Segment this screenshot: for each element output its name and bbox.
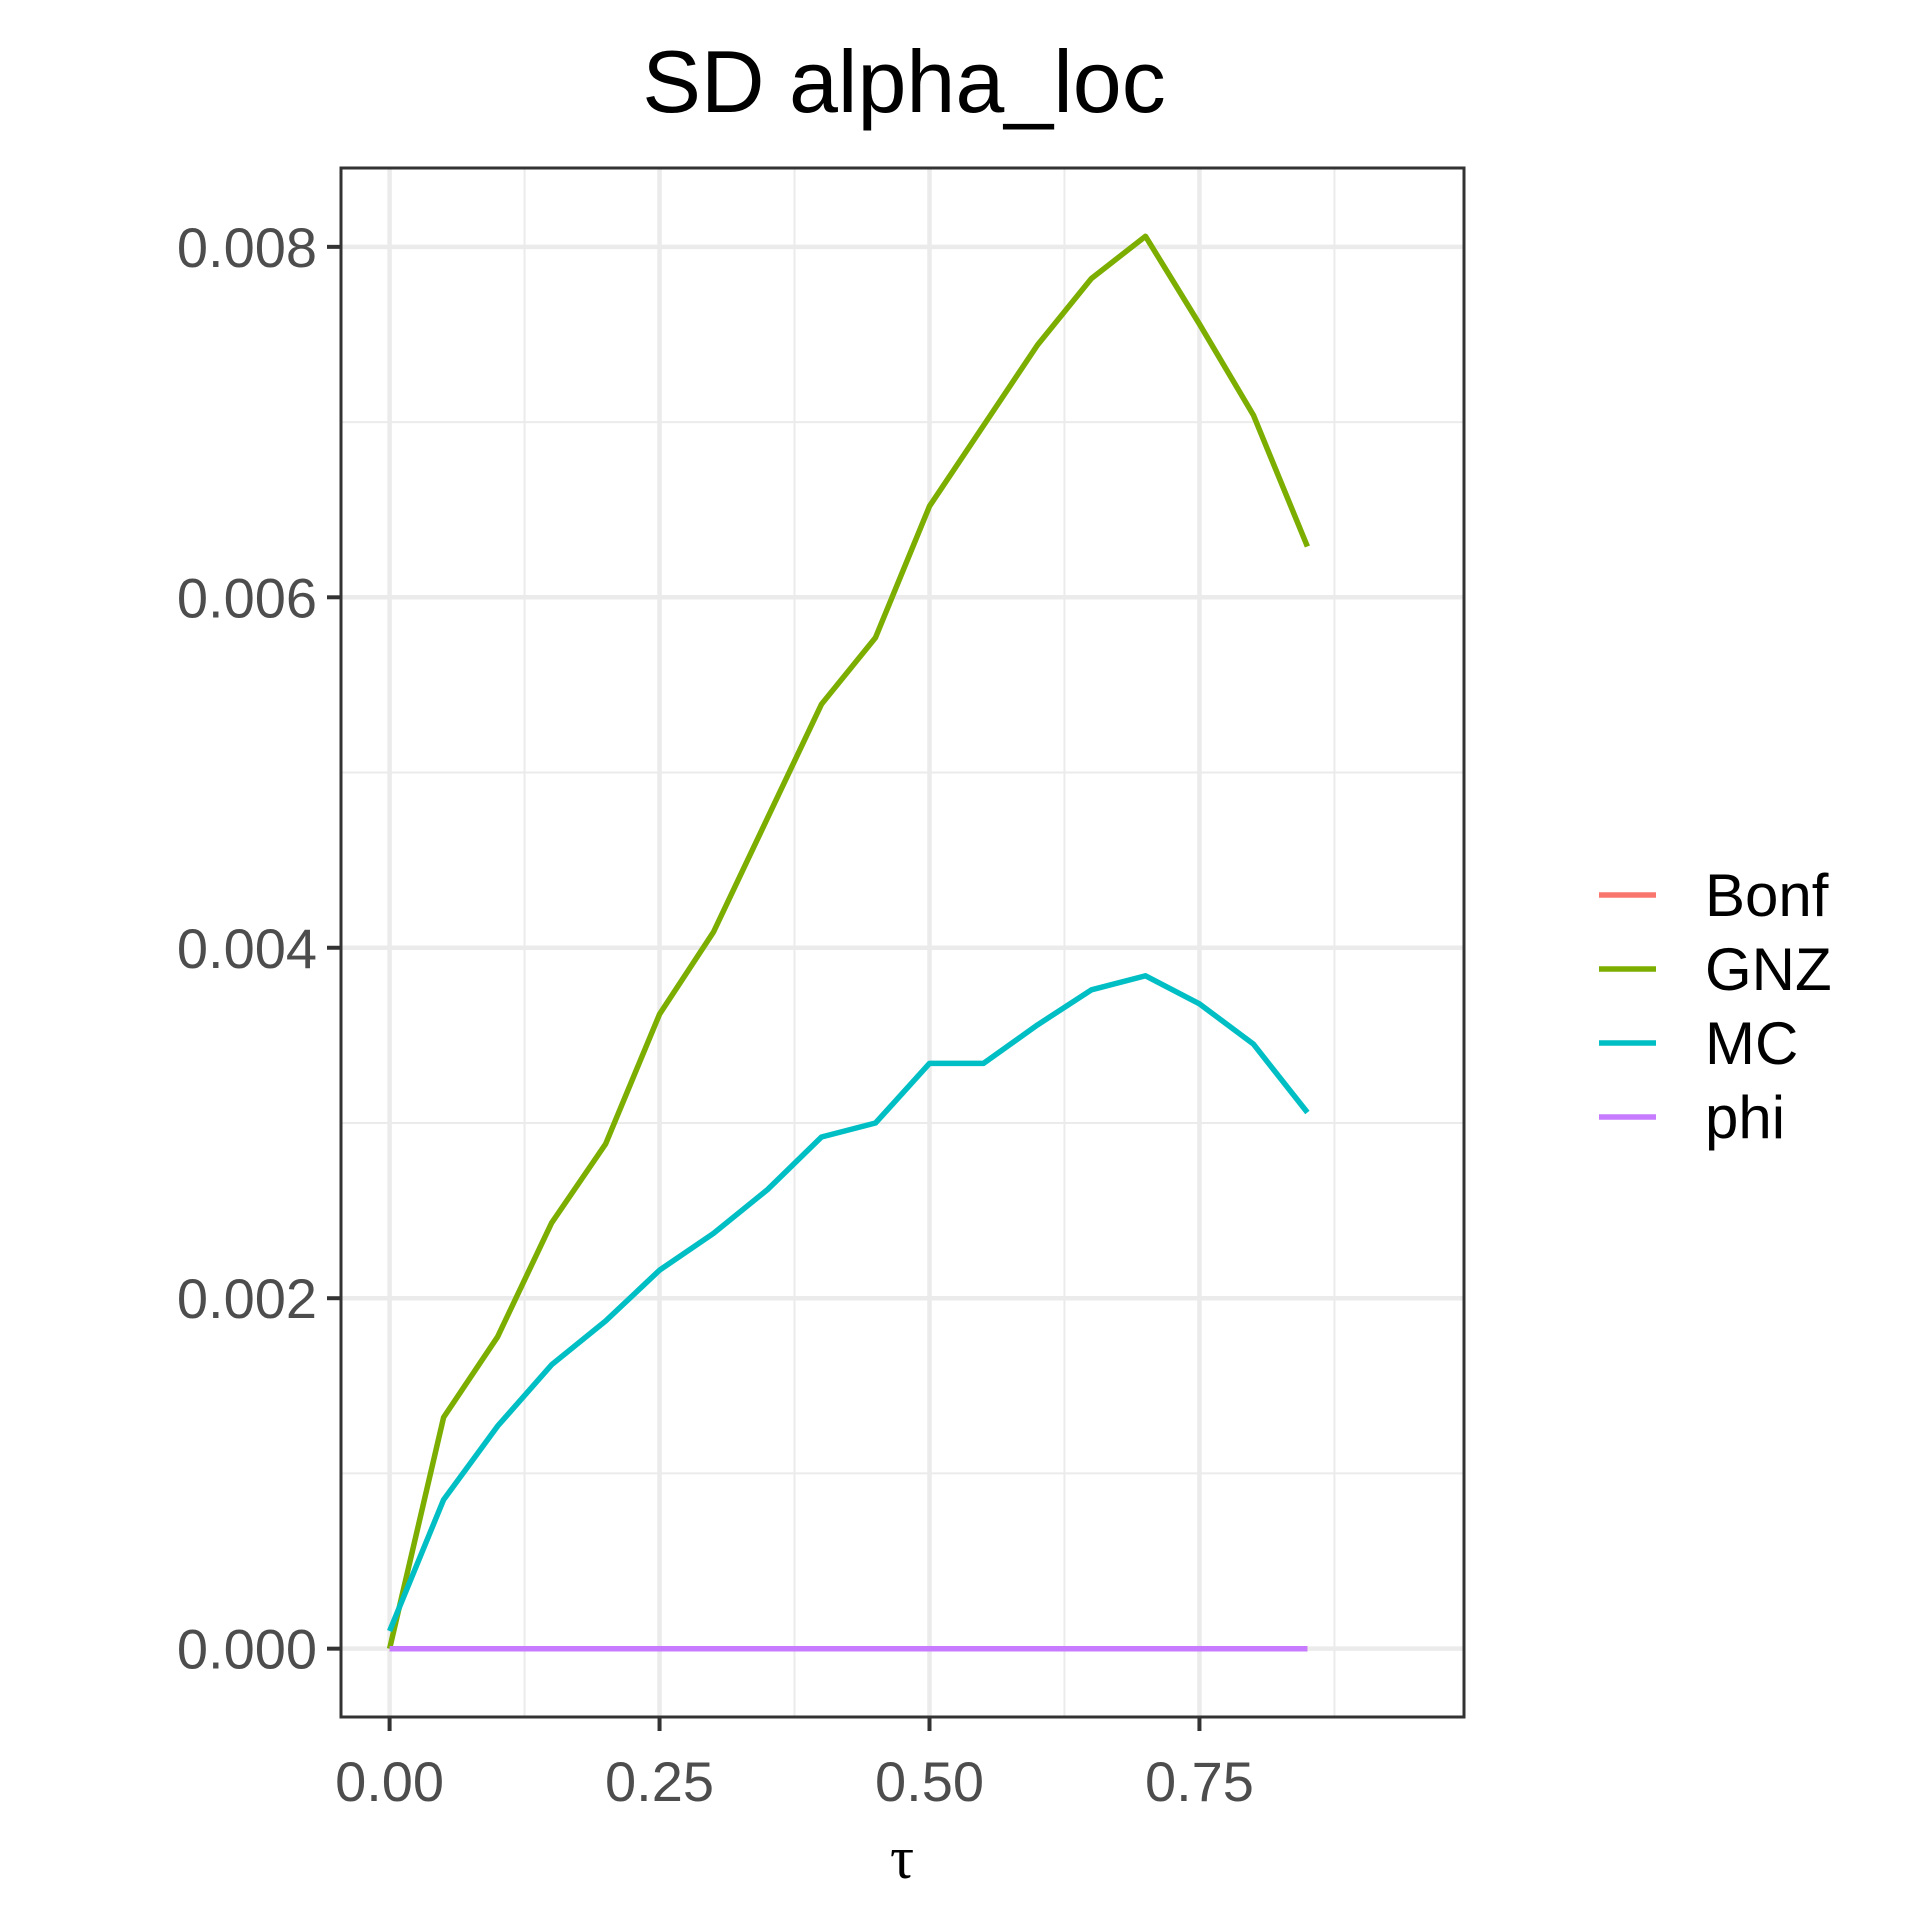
y-tick-label: 0.000 (177, 1618, 317, 1681)
y-tick-label: 0.008 (177, 216, 317, 279)
x-tick-label: 0.75 (1145, 1750, 1254, 1813)
series-line-gnz (386, 233, 1310, 1650)
x-tick-label: 0.50 (875, 1750, 984, 1813)
plot-panel (341, 168, 1464, 1717)
x-tick-label: 0.00 (335, 1750, 444, 1813)
chart-title: SD alpha_loc (642, 32, 1165, 131)
legend-label-mc: MC (1705, 1010, 1798, 1077)
y-tick-label: 0.002 (177, 1267, 317, 1330)
legend-label-phi: phi (1705, 1084, 1785, 1151)
series-lines (386, 233, 1310, 1652)
legend: Bonf GNZ MC phi (1599, 862, 1832, 1151)
x-axis-label: τ (890, 1825, 914, 1891)
axes: 0.00 0.25 0.50 0.75 0.000 0.002 0.004 0.006 0.00… (177, 216, 1254, 1813)
legend-label-bonf: Bonf (1705, 862, 1829, 929)
plot-border (339, 166, 1466, 1719)
series-line-mc (387, 973, 1310, 1633)
x-tick-label: 0.25 (605, 1750, 714, 1813)
y-tick-label: 0.006 (177, 566, 317, 629)
legend-label-gnz: GNZ (1705, 936, 1832, 1003)
y-tick-label: 0.004 (177, 917, 317, 980)
minor-gridlines (341, 168, 1464, 1717)
